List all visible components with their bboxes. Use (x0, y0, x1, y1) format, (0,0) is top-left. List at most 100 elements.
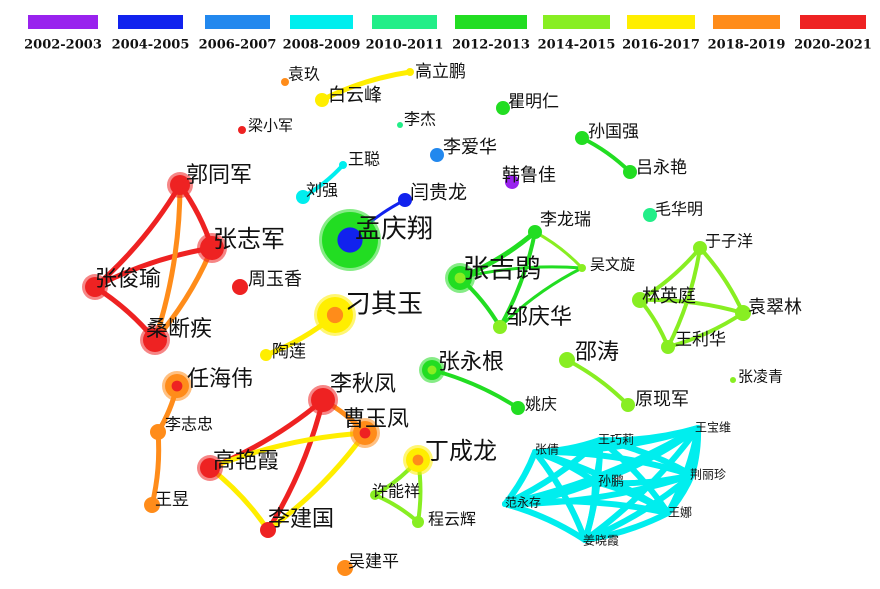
node-label: 桑断疾 (146, 317, 212, 342)
node (397, 122, 403, 128)
node (735, 305, 751, 321)
node-label: 刘强 (306, 181, 338, 200)
node (643, 208, 657, 222)
edge (430, 368, 520, 410)
node-label: 毛华明 (655, 200, 703, 219)
node (528, 225, 542, 239)
node-label: 孙国强 (588, 122, 639, 142)
node-label: 许能祥 (372, 482, 420, 501)
node (665, 510, 671, 516)
node-label: 李志忠 (165, 415, 213, 434)
node (412, 516, 424, 528)
node-label: 李秋凤 (330, 372, 396, 397)
node-core (454, 272, 466, 284)
legend-swatch (627, 15, 695, 29)
legend-swatch (290, 15, 353, 29)
node-label: 邵涛 (575, 340, 619, 365)
node-core (206, 242, 218, 254)
node-label: 原现军 (635, 389, 689, 410)
node-label: 丁成龙 (425, 437, 497, 465)
edge (565, 358, 630, 407)
node-core (171, 380, 183, 392)
edge (638, 297, 745, 315)
legend: 2002-2003 2004-2005 2006-2007 2008-2009 2010… (24, 15, 872, 53)
edge (152, 182, 183, 343)
edge (666, 246, 702, 349)
node (150, 424, 166, 440)
edge (319, 69, 413, 103)
node-core (427, 365, 437, 375)
node (430, 148, 444, 162)
node-label: 张志军 (213, 225, 285, 253)
node-label: 张凌青 (738, 368, 783, 386)
node (532, 449, 538, 455)
legend-label: 2020-2021 (794, 38, 872, 53)
edge (502, 501, 588, 543)
node-core (337, 227, 363, 253)
node-core (149, 334, 161, 346)
edge (498, 230, 537, 329)
node-label: 王聪 (348, 150, 380, 169)
legend-label: 2010-2011 (366, 38, 444, 53)
legend-label: 2016-2017 (622, 38, 700, 53)
node-label: 张俊瑜 (95, 267, 161, 292)
node (370, 490, 380, 500)
nodes (82, 68, 751, 576)
node-label: 任海伟 (187, 367, 253, 392)
node-label: 孙鹏 (598, 475, 624, 490)
legend-label: 2014-2015 (538, 38, 616, 53)
node (502, 501, 508, 507)
node-label: 瞿明仁 (508, 92, 559, 112)
node-label: 邹庆华 (506, 305, 572, 330)
edge (532, 448, 695, 478)
legend-label: 2004-2005 (112, 38, 190, 53)
edge (207, 430, 368, 471)
node (281, 78, 289, 86)
node-label: 陶莲 (272, 342, 306, 362)
node-core (326, 306, 344, 324)
node-label: 周玉香 (248, 269, 302, 290)
node-label: 李建国 (268, 507, 334, 532)
node-core (90, 282, 100, 292)
node-label: 王巧莉 (598, 433, 634, 447)
node (398, 193, 412, 207)
node-label: 袁翠林 (748, 297, 802, 318)
edge (638, 298, 670, 349)
node-label: 姚庆 (525, 395, 557, 414)
node-label: 王娜 (668, 506, 692, 520)
node (578, 264, 586, 272)
node-label: 白云峰 (328, 85, 382, 106)
edge (265, 430, 368, 533)
node-label: 刁其玉 (345, 290, 423, 320)
edge (582, 510, 671, 543)
node (730, 377, 736, 383)
node (496, 101, 510, 115)
node (493, 320, 507, 334)
node-label: 程云辉 (428, 510, 476, 529)
node-label: 李龙瑞 (540, 210, 591, 230)
edge (582, 479, 598, 543)
node-label: 李爱华 (443, 137, 497, 158)
node-label: 张倩 (535, 443, 559, 457)
node-label: 曹玉凤 (343, 407, 409, 432)
node-label: 于子洋 (705, 232, 753, 251)
node-label: 范永存 (505, 496, 541, 510)
node-label: 张永根 (438, 350, 504, 375)
node (238, 126, 246, 134)
node-label: 吕永艳 (636, 158, 687, 178)
node (511, 401, 525, 415)
edge (666, 311, 745, 349)
node (260, 522, 276, 538)
edge (502, 498, 671, 516)
node (695, 425, 701, 431)
legend-swatch (800, 15, 866, 29)
node-label: 吴建平 (348, 552, 399, 572)
edge (580, 136, 632, 174)
edge (92, 182, 183, 290)
node-label: 孟庆翔 (355, 215, 433, 245)
edge (597, 437, 671, 516)
node (315, 93, 329, 107)
node (144, 497, 160, 513)
node-label: 王宝维 (695, 421, 731, 435)
node (693, 241, 707, 255)
